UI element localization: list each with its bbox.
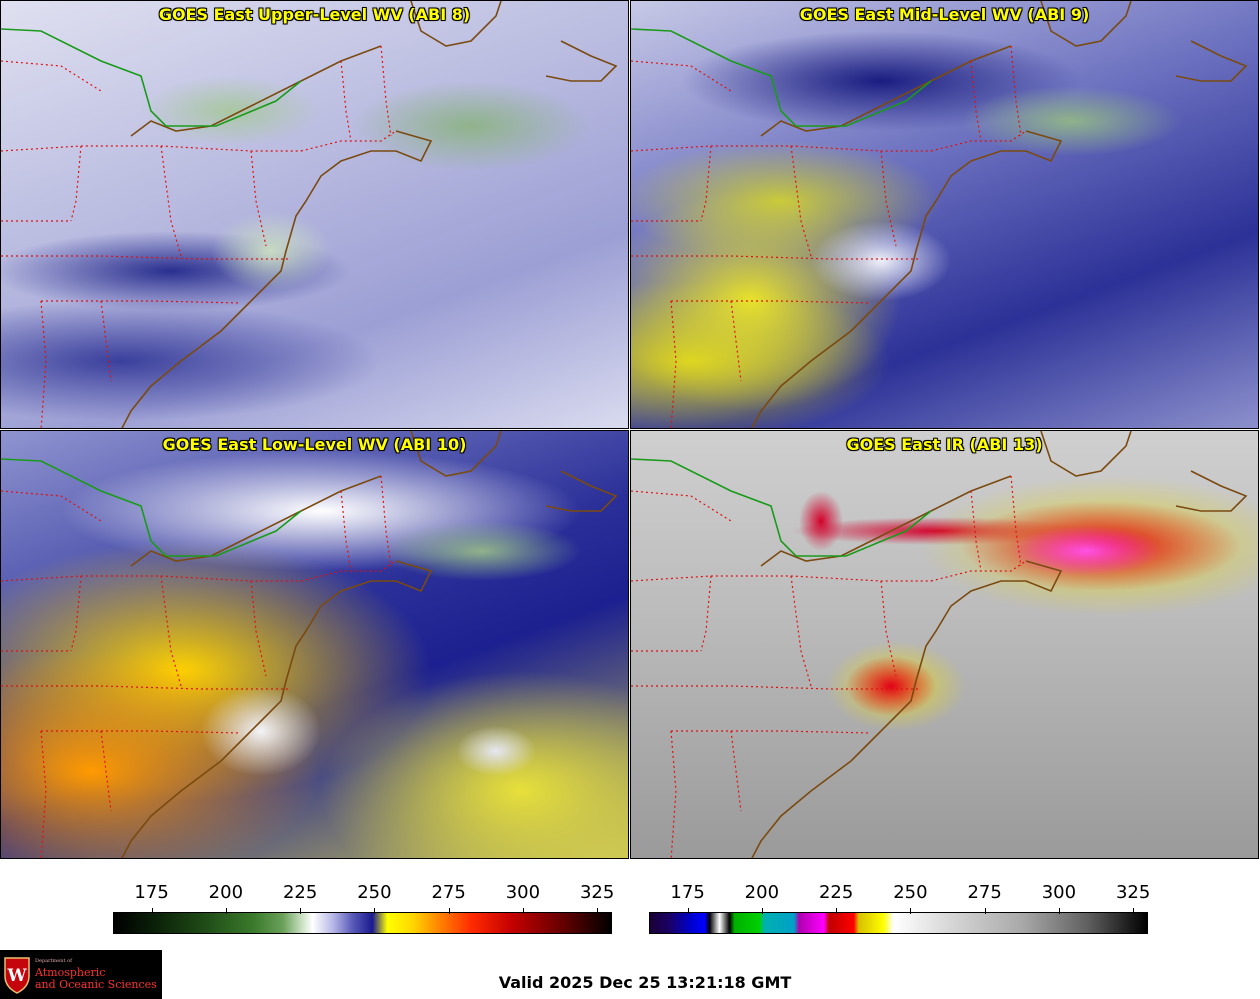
panel-upper-level-wv: GOES East Upper-Level WV (ABI 8) [0,0,629,429]
colorbar-tick [1058,908,1060,914]
map-boundaries [1,1,618,428]
colorbar-tick-label: 325 [1115,882,1151,903]
colorbar-tick-label: 300 [1041,882,1077,903]
colorbar-tick [1133,908,1135,914]
colorbar-gradient [649,912,1148,934]
colorbar-tick-label: 300 [505,882,541,903]
colorbar-tick [836,908,838,914]
colorbar-tick-label: 175 [134,882,169,903]
panel-ir: GOES East IR (ABI 13) [630,430,1259,859]
colorbar-tick [300,908,302,914]
colorbar-tick-label: 275 [967,882,1002,903]
colorbar-tick-label: 225 [282,882,318,903]
logo-line-2: and Oceanic Sciences [35,978,157,991]
colorbar-tick [910,908,912,914]
colorbar-tick-label: 275 [431,882,466,903]
aos-logo: W Department of Atmospheric and Oceanic … [0,950,162,999]
crest-icon: W [4,957,30,994]
panel-title: GOES East Low-Level WV (ABI 10) [162,435,467,454]
colorbar-tick [374,908,376,914]
map-boundaries [631,1,1248,428]
colorbar-tick [761,908,763,914]
colorbar-tick [448,908,450,914]
colorbar-tick [984,908,986,914]
colorbar-tick-label: 225 [818,882,854,903]
colorbar-tick-label: 325 [579,882,615,903]
valid-time: Valid 2025 Dec 25 13:21:18 GMT [498,973,792,992]
svg-text:W: W [6,966,27,986]
panel-low-level-wv: GOES East Low-Level WV (ABI 10) [0,430,629,859]
colorbar-tick [687,908,689,914]
colorbar-tick-label: 250 [893,882,928,903]
panel-title: GOES East IR (ABI 13) [846,435,1043,454]
map-boundaries [1,431,618,858]
colorbar-tick-label: 250 [357,882,392,903]
colorbar-tick [597,908,599,914]
map-boundaries [631,431,1248,858]
colorbar-tick-label: 200 [208,882,244,903]
colorbar-gradient [113,912,612,934]
colorbar-tick [225,908,227,914]
panel-mid-level-wv: GOES East Mid-Level WV (ABI 9) [630,0,1259,429]
logo-line-1: Atmospheric [35,966,106,979]
colorbar-tick [522,908,524,914]
colorbar-tick-label: 175 [670,882,705,903]
panel-title: GOES East Mid-Level WV (ABI 9) [799,5,1090,24]
panel-title: GOES East Upper-Level WV (ABI 8) [158,5,471,24]
colorbar-tick [151,908,153,914]
colorbar-tick-label: 200 [744,882,780,903]
logo-dept-text: Department of [35,958,72,964]
